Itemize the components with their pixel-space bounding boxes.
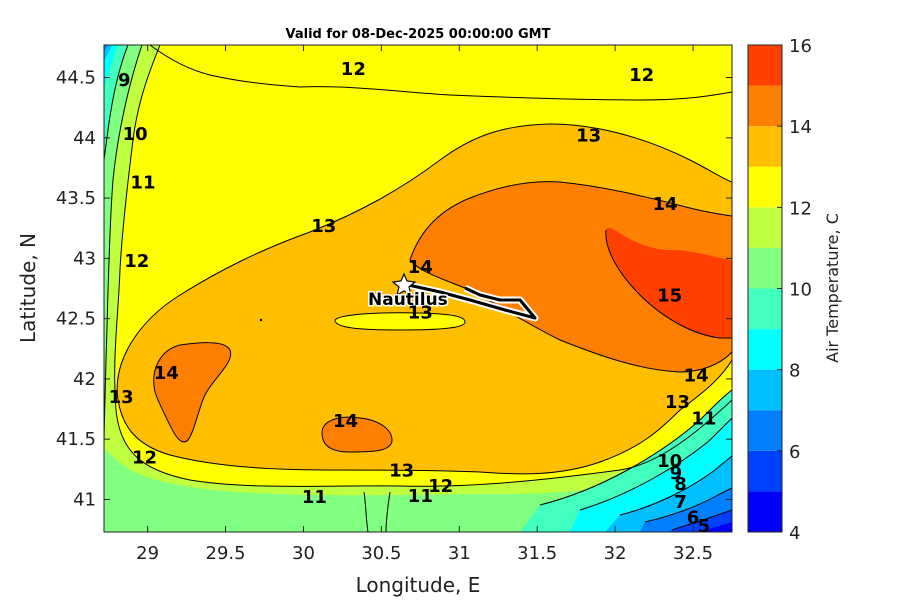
colorbar-segment — [748, 410, 782, 451]
axes-frame — [103, 44, 733, 533]
contour-label: 12 — [341, 59, 366, 80]
x-tick-label: 30.5 — [361, 543, 401, 564]
contour-fill-low-2 — [104, 45, 108, 52]
contour-fill-se-5 — [700, 522, 732, 532]
y-tick-label: 43.5 — [56, 188, 96, 209]
contour-label: 9 — [670, 463, 683, 484]
colorbar-segment — [748, 207, 782, 248]
contour-lines — [104, 45, 732, 532]
contour-label: 13 — [311, 216, 336, 237]
colorbar-segment — [748, 126, 782, 167]
station-star-icon — [391, 272, 417, 297]
contour-label: 13 — [665, 392, 690, 413]
contour-fill-14-south — [322, 417, 392, 452]
contour-fill-15 — [605, 227, 732, 338]
colorbar-segment — [748, 45, 782, 86]
contour-label: 15 — [657, 286, 682, 307]
colorbar-ticks: 4 6 8 10 12 14 16 — [777, 36, 812, 544]
contour-fill-8 — [104, 45, 118, 90]
chart-title: Valid for 08-Dec-2025 00:00:00 GMT — [286, 27, 551, 42]
colorbar-segment — [748, 288, 782, 330]
contour-label: 14 — [684, 365, 709, 386]
colorbar-segment — [748, 166, 782, 208]
contour-label: 14 — [652, 194, 677, 215]
colorbar-segment — [748, 247, 782, 289]
colorbar-label: Air Temperature, C — [823, 213, 842, 363]
contour-label: 13 — [389, 461, 414, 482]
x-tick-label: 30 — [292, 543, 315, 564]
y-tick-label: 41 — [73, 489, 96, 510]
contour-fill-14-west — [153, 342, 231, 442]
contour-label: 11 — [302, 487, 327, 508]
contour-label: 5 — [698, 516, 711, 537]
x-tick-label: 31 — [448, 543, 471, 564]
x-tick-label: 29 — [136, 543, 159, 564]
y-axis-ticks: 41 41.5 42 42.5 43 43.5 44 44.5 — [56, 68, 732, 510]
y-tick-label: 44.5 — [56, 68, 96, 89]
colorbar — [747, 44, 783, 533]
x-axis-label: Longitude, E — [356, 573, 481, 597]
contour-label: 12 — [428, 476, 453, 497]
x-tick-label: 29.5 — [206, 543, 246, 564]
colorbar-tick-label: 4 — [789, 523, 800, 544]
contour-label: 14 — [408, 257, 433, 278]
contour-label: 12 — [132, 447, 157, 468]
colorbar-segment — [748, 329, 782, 370]
y-tick-label: 44 — [73, 128, 96, 149]
contour-label: 12 — [629, 65, 654, 86]
colorbar-segment — [748, 85, 782, 127]
station-label: Nautilus — [368, 290, 448, 310]
colorbar-tick-label: 10 — [789, 280, 812, 301]
contour-label: 13 — [408, 303, 433, 324]
contour-label: 8 — [674, 474, 687, 495]
contour-label: 12 — [124, 251, 149, 272]
y-tick-label: 42.5 — [56, 309, 96, 330]
contour-label: 11 — [130, 172, 155, 193]
colorbar-tick-label: 16 — [789, 36, 812, 57]
colorbar-segment — [748, 450, 782, 492]
colorbar-tick-label: 12 — [789, 198, 812, 219]
y-tick-label: 41.5 — [56, 429, 96, 450]
y-axis-label: Latitude, N — [16, 233, 40, 343]
contour-label: 10 — [657, 451, 682, 472]
contour-label: 14 — [333, 411, 358, 432]
contour-label: 7 — [674, 492, 687, 513]
contour-label: 10 — [123, 124, 148, 145]
contour-fill-9 — [104, 45, 128, 160]
colorbar-segment — [748, 491, 782, 532]
contour-fill-low-1 — [104, 45, 112, 62]
ship-track — [403, 280, 539, 322]
colorbar-segment — [748, 369, 782, 411]
contour-label: 9 — [118, 70, 131, 91]
colorbar-tick-label: 8 — [789, 361, 800, 382]
contour-fill-13-lens — [335, 312, 465, 330]
contour-fill-14 — [410, 181, 732, 372]
y-tick-label: 43 — [73, 248, 96, 269]
contour-label: 13 — [576, 125, 601, 146]
contour-label: 6 — [687, 508, 700, 529]
x-tick-label: 31.5 — [517, 543, 557, 564]
data-point-marker — [259, 318, 263, 322]
colorbar-tick-label: 6 — [789, 442, 800, 463]
x-tick-label: 32 — [604, 543, 627, 564]
y-tick-label: 42 — [73, 369, 96, 390]
contour-label: 14 — [154, 363, 179, 384]
colorbar-tick-label: 14 — [789, 117, 812, 138]
x-axis-ticks: 29 29.5 30 30.5 31 31.5 32 32.5 — [136, 45, 713, 564]
contour-label: 11 — [408, 486, 433, 507]
x-tick-label: 32.5 — [673, 543, 713, 564]
contour-label: 13 — [109, 387, 134, 408]
contour-label: 11 — [691, 409, 716, 430]
